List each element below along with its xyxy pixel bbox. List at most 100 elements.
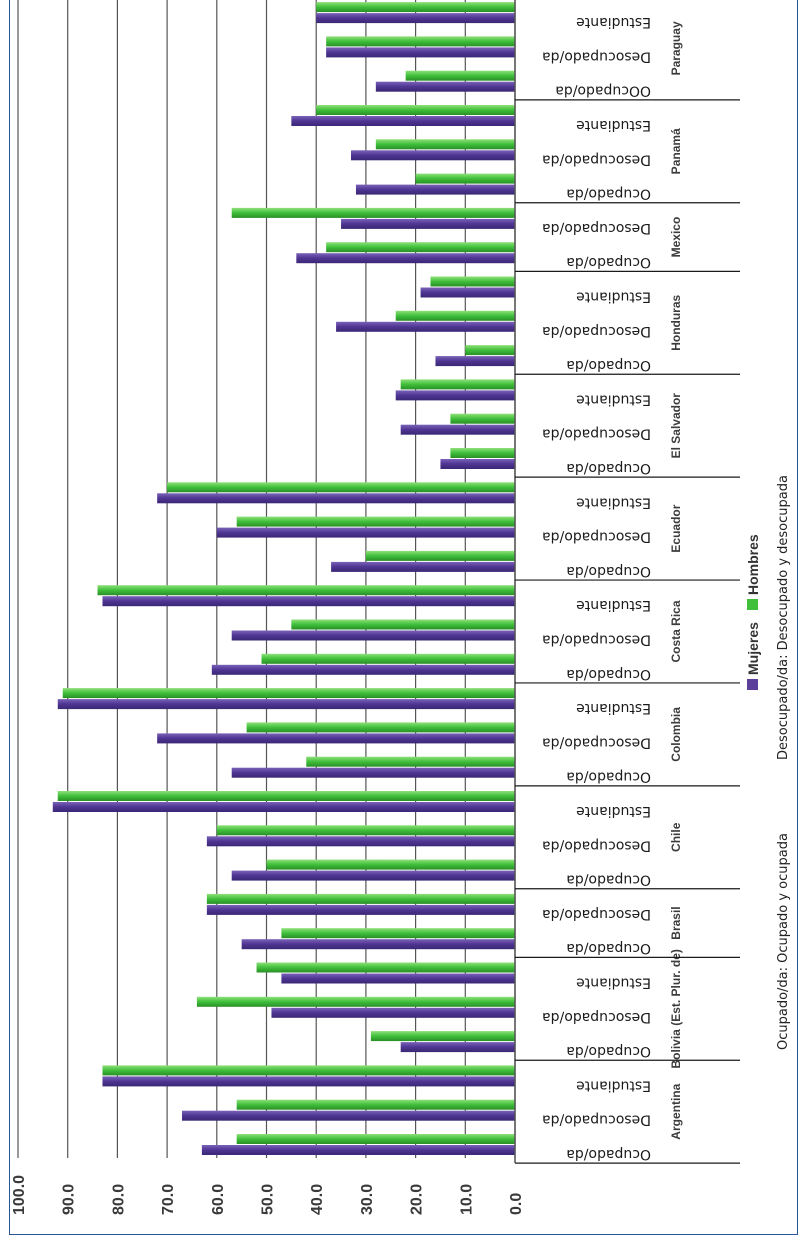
bar-mujeres — [341, 218, 515, 229]
x-tick-label: 30.0 — [359, 1184, 376, 1215]
legend: Mujeres Hombres — [745, 534, 761, 690]
bar-mujeres — [201, 1145, 515, 1155]
bar-mujeres — [157, 493, 515, 504]
country-label: Bolivia (Est. Plur. de) — [669, 949, 683, 1068]
legend-label-mujeres: Mujeres — [745, 622, 761, 675]
bar-hombres — [306, 756, 515, 767]
x-tick-label: 40.0 — [309, 1184, 326, 1215]
bar-mujeres — [326, 47, 515, 58]
bar-hombres — [395, 310, 515, 321]
bar-hombres — [375, 139, 515, 150]
bar-mujeres — [231, 870, 515, 881]
row-label: Ocupado/da — [566, 254, 651, 270]
country-label: Panamá — [669, 128, 683, 174]
row-label: Estudiante — [576, 391, 651, 407]
bar-mujeres — [102, 596, 516, 607]
bar-hombres — [97, 585, 516, 596]
x-tick-label: 20.0 — [409, 1184, 426, 1215]
row-label: Ocupado/da — [566, 186, 651, 202]
bar-hombres — [236, 516, 515, 527]
row-label: Ocupado/da — [566, 1043, 651, 1059]
row-label: Desocupado/da — [542, 1112, 651, 1128]
row-label: OOcupado/da — [555, 83, 651, 99]
country-label: Colombia — [669, 707, 683, 762]
row-label: Ocupado/da — [566, 1146, 651, 1162]
bar-hombres — [405, 70, 515, 81]
row-label: Ocupado/da — [566, 666, 651, 682]
bar-mujeres — [182, 1110, 515, 1121]
bar-hombres — [291, 619, 515, 630]
row-label: Estudiante — [576, 1077, 651, 1093]
bar-mujeres — [206, 836, 516, 847]
x-tick-label: 100.0 — [11, 1175, 28, 1215]
bar-hombres — [326, 36, 515, 47]
bar-mujeres — [216, 527, 516, 538]
bar-hombres — [316, 105, 515, 115]
country-label: Chile — [669, 822, 683, 852]
row-label: Estudiante — [576, 975, 651, 991]
row-label: Estudiante — [576, 494, 651, 510]
row-label: Desocupado/da — [542, 632, 651, 648]
note-desocupado: Desocupado/da: Desocupado y desocupada — [776, 475, 791, 760]
bar-hombres — [246, 722, 515, 733]
row-label: Estudiante — [576, 117, 651, 133]
bar-hombres — [236, 1134, 515, 1144]
row-label: Desocupado/da — [542, 529, 651, 545]
x-tick-label: 90.0 — [61, 1184, 78, 1215]
row-label: Ocupado/da — [566, 940, 651, 956]
bar-mujeres — [331, 561, 515, 572]
row-label: Ocupado/da — [566, 769, 651, 785]
notes: Ocupado/da: Ocupado y ocupada Desocupado/… — [776, 475, 791, 1050]
country-label: Ecuador — [669, 504, 683, 552]
country-label: Honduras — [669, 294, 683, 350]
chart-frame — [9, 0, 798, 1235]
x-tick-label: 60.0 — [210, 1184, 227, 1215]
bar-mujeres — [206, 904, 516, 915]
row-label: Desocupado/da — [542, 48, 651, 64]
row-label: Desocupado/da — [542, 426, 651, 442]
row-label: Desocupado/da — [542, 151, 651, 167]
bar-mujeres — [316, 13, 515, 24]
row-label: Estudiante — [576, 289, 651, 305]
bar-hombres — [266, 859, 515, 870]
bar-mujeres — [102, 1076, 516, 1087]
bar-mujeres — [281, 973, 515, 984]
row-label: Desocupado/da — [542, 906, 651, 922]
bar-hombres — [365, 550, 515, 561]
row-label: Desocupado/da — [542, 220, 651, 236]
bar-mujeres — [231, 767, 515, 778]
row-label: Estudiante — [576, 14, 651, 30]
bar-hombres — [316, 2, 515, 13]
bar-mujeres — [440, 459, 515, 469]
row-label: Ocupado/da — [566, 563, 651, 579]
bar-hombres — [206, 893, 516, 904]
bar-mujeres — [350, 150, 515, 161]
bar-mujeres — [420, 287, 515, 298]
bar-mujeres — [241, 939, 515, 950]
bar-mujeres — [211, 664, 515, 675]
bar-hombres — [430, 276, 515, 287]
country-label: El Salvador — [669, 393, 683, 459]
country-label: Brasil — [669, 906, 683, 939]
bar-mujeres — [291, 116, 515, 126]
country-label: Paraguay — [669, 21, 683, 75]
legend-label-hombres: Hombres — [745, 534, 761, 595]
bar-hombres — [196, 996, 516, 1007]
row-label: Ocupado/da — [566, 460, 651, 476]
bar-mujeres — [336, 321, 515, 332]
x-tick-label: 70.0 — [160, 1184, 177, 1215]
x-tick-label: 50.0 — [260, 1184, 277, 1215]
row-label: Estudiante — [576, 597, 651, 613]
row-label: Estudiante — [576, 700, 651, 716]
bar-mujeres — [231, 630, 515, 641]
bar-hombres — [415, 173, 515, 184]
bar-hombres — [370, 1031, 515, 1042]
row-label: Desocupado/da — [542, 734, 651, 750]
bar-mujeres — [400, 424, 515, 435]
bars-layer — [52, 2, 516, 1155]
bar-hombres — [57, 791, 515, 801]
bar-mujeres — [400, 1042, 515, 1053]
bar-mujeres — [355, 184, 515, 195]
country-label: Costa Rica — [669, 600, 683, 662]
